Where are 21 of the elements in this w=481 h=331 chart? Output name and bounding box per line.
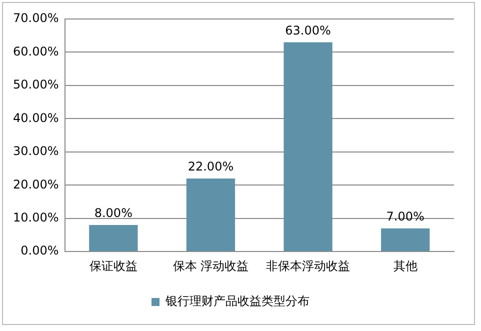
data-label: 7.00% (386, 209, 424, 224)
data-label: 8.00% (94, 206, 132, 220)
bar (89, 225, 138, 252)
y-tick-label: 20.00% (12, 177, 59, 192)
y-tick-label: 70.00% (12, 11, 59, 26)
x-tick-label: 非保本浮动收益 (266, 258, 350, 273)
data-label: 63.00% (285, 23, 331, 38)
y-tick-label: 40.00% (12, 110, 59, 125)
y-tick-label: 50.00% (12, 78, 59, 92)
y-tick-label: 30.00% (12, 144, 59, 158)
bar (284, 42, 332, 252)
x-tick-label: 保证收益 (89, 258, 138, 273)
bar (186, 178, 236, 252)
y-tick-label: 60.00% (12, 44, 59, 58)
bar (381, 228, 430, 252)
legend-label: 银行理财产品收益类型分布 (164, 294, 310, 308)
y-tick-label: 10.00% (12, 210, 59, 224)
y-tick-label: 0.00% (20, 244, 59, 258)
data-label: 22.00% (188, 160, 234, 174)
x-tick-label: 其他 (393, 258, 418, 273)
x-tick-label: 保本 浮动收益 (172, 258, 249, 273)
